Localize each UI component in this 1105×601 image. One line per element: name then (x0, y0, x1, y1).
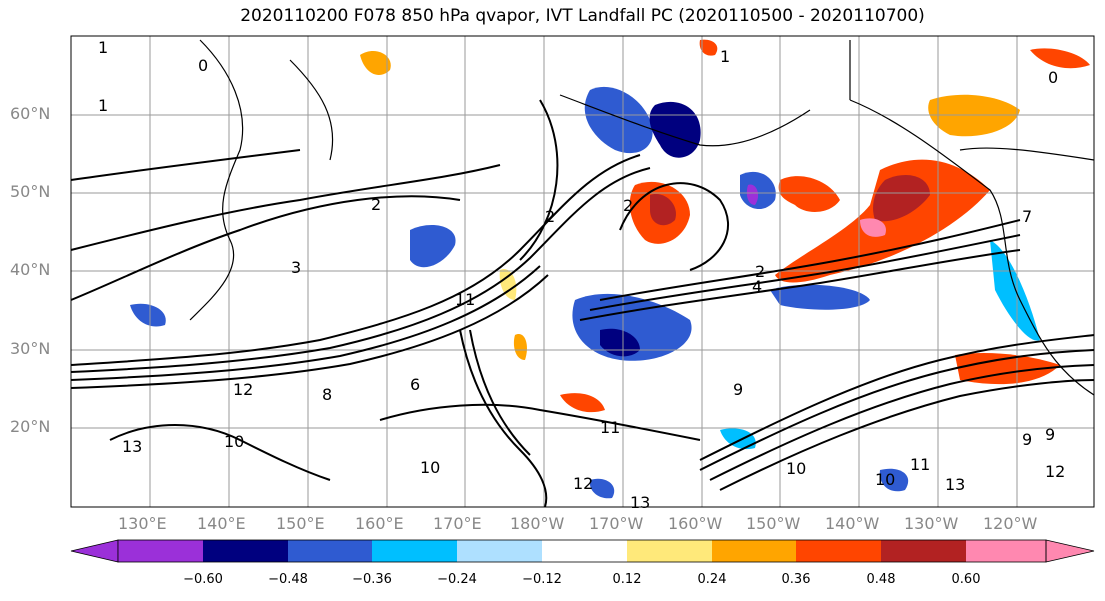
lon-label-120w: 120°W (983, 514, 1038, 533)
colorbar-tick: −0.48 (268, 572, 308, 587)
contour-label: 13 (630, 493, 651, 512)
contour-label: 9 (1045, 425, 1056, 444)
colorbar-tick: −0.60 (183, 572, 223, 587)
colorbar-tick: −0.36 (352, 572, 392, 587)
contour-label: 9 (1022, 430, 1033, 449)
colorbar-tick: 0.36 (781, 572, 811, 587)
lon-label-140e: 140°E (197, 514, 246, 533)
contour-label: 1 (98, 96, 109, 115)
contour-label: 1 (720, 47, 731, 66)
colorbar-tick: 0.48 (866, 572, 896, 587)
lat-label-40n: 40°N (10, 260, 51, 279)
lon-label-130w: 130°W (904, 514, 959, 533)
contour-label: 2 (371, 195, 382, 214)
lon-label-150e: 150°E (276, 514, 325, 533)
contour-label: 13 (122, 437, 143, 456)
contour-lines (70, 99, 1095, 508)
contour-label: 10 (420, 458, 441, 477)
coastlines (189, 39, 1095, 396)
lon-label-180w: 180°W (510, 514, 565, 533)
contour-label: 1 (98, 38, 109, 57)
contour-label: 7 (1022, 207, 1033, 226)
lon-label-160e: 160°E (355, 514, 404, 533)
lat-label-30n: 30°N (10, 339, 51, 358)
contour-label: 10 (875, 470, 896, 489)
colorbar-tick: 0.60 (951, 572, 981, 587)
lat-label-20n: 20°N (10, 417, 51, 436)
lon-label-170w: 170°W (589, 514, 644, 533)
colorbar (70, 539, 1095, 563)
colorbar-tick: 0.12 (612, 572, 642, 587)
contour-label: 12 (1045, 462, 1066, 481)
contour-label: 8 (322, 385, 333, 404)
shading-layer (130, 39, 1090, 499)
contour-label: 2 (755, 262, 766, 281)
map-title: 2020110200 F078 850 hPa qvapor, IVT Land… (240, 6, 925, 26)
contour-label: 3 (291, 258, 302, 277)
lon-label-170e: 170°E (433, 514, 482, 533)
contour-label: 11 (455, 290, 476, 309)
contour-label: 0 (1048, 68, 1059, 87)
contour-label: 10 (224, 432, 245, 451)
lat-label-50n: 50°N (10, 182, 51, 201)
contour-label: 13 (945, 475, 966, 494)
contour-label: 10 (786, 459, 807, 478)
lon-label-150w: 150°W (746, 514, 801, 533)
contour-label: 9 (733, 380, 744, 399)
contour-label: 2 (623, 196, 634, 215)
contour-label: 12 (233, 380, 254, 399)
contour-label: 6 (410, 375, 421, 394)
contour-label: 11 (600, 418, 621, 437)
lon-label-140w: 140°W (825, 514, 880, 533)
lon-label-130e: 130°E (118, 514, 167, 533)
lon-label-160w: 160°W (668, 514, 723, 533)
colorbar-tick: −0.24 (437, 572, 477, 587)
contour-label: 4 (752, 277, 763, 296)
lat-label-60n: 60°N (10, 104, 51, 123)
contour-label: 2 (545, 207, 556, 226)
contour-label: 11 (910, 455, 931, 474)
contour-label: 12 (573, 474, 594, 493)
contour-label: 0 (198, 56, 209, 75)
colorbar-tick: 0.24 (697, 572, 727, 587)
gridlines (71, 36, 1094, 507)
colorbar-tick: −0.12 (522, 572, 562, 587)
